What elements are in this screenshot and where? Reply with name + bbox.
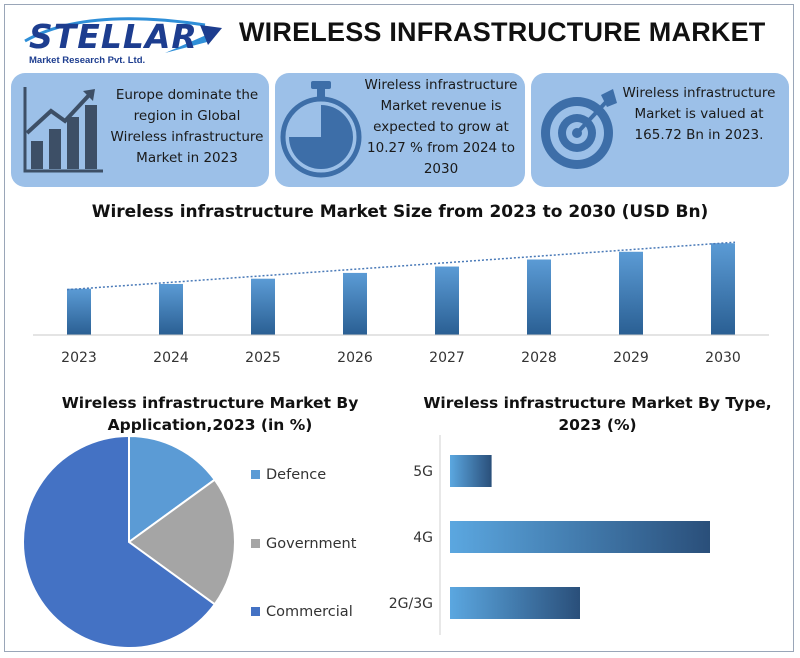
bar-tick-label-2030: 2030 bbox=[705, 350, 741, 366]
infographic-frame: STELLAR Market Research Pvt. Ltd. WIRELE… bbox=[4, 4, 794, 652]
bar-2028 bbox=[527, 259, 551, 335]
hbar-label-2G-3G: 2G/3G bbox=[389, 596, 433, 612]
bar-2029 bbox=[619, 251, 643, 335]
bar-2026 bbox=[343, 272, 367, 335]
hbar-2G-3G bbox=[450, 587, 580, 619]
pie-chart-title: Wireless infrastructure Market By Applic… bbox=[61, 394, 359, 434]
card-region-text: Europe dominate the region in Global Wir… bbox=[110, 87, 264, 166]
bar-2030 bbox=[711, 243, 735, 335]
bar-2025 bbox=[251, 278, 275, 335]
stellar-logo: STELLAR Market Research Pvt. Ltd. bbox=[15, 11, 230, 69]
hbar-label-5G: 5G bbox=[413, 464, 433, 480]
legend-label-government: Government bbox=[266, 536, 357, 552]
hbar-4G bbox=[450, 521, 710, 553]
bar-tick-label-2023: 2023 bbox=[61, 350, 97, 366]
bar-tick-label-2028: 2028 bbox=[521, 350, 557, 366]
pie-slice-defence bbox=[128, 434, 217, 544]
bar-tick-label-2027: 2027 bbox=[429, 350, 465, 366]
bar-2024 bbox=[159, 283, 183, 335]
info-card-value: Wireless infrastructure Market is valued… bbox=[531, 73, 789, 187]
application-pie-chart bbox=[22, 434, 236, 649]
legend-item-commercial: Commercial bbox=[251, 604, 353, 620]
bar-growth-icon bbox=[23, 87, 103, 173]
card-value-text: Wireless infrastructure Market is valued… bbox=[622, 85, 776, 143]
bar-2023 bbox=[67, 288, 91, 335]
legend-item-defence: Defence bbox=[251, 467, 326, 483]
info-card-region: Europe dominate the region in Global Wir… bbox=[11, 73, 269, 187]
hbar-label-4G: 4G bbox=[413, 530, 433, 546]
card-growth-text: Wireless infrastructure Market revenue i… bbox=[364, 77, 518, 177]
market-size-bar-chart: 2023 2024 2025 2026 2027 2028 2029 2030 bbox=[33, 241, 769, 366]
logo-swoosh-icon bbox=[24, 17, 222, 53]
legend-label-defence: Defence bbox=[266, 467, 327, 483]
target-icon bbox=[541, 89, 617, 169]
bar-chart-title: Wireless infrastructure Market Size from… bbox=[91, 202, 709, 222]
type-horizontal-bar-chart: 5G 4G 2G/3G bbox=[389, 435, 710, 635]
bar-tick-label-2029: 2029 bbox=[613, 350, 649, 366]
pie-slice-commercial bbox=[22, 434, 217, 649]
legend-swatch-government bbox=[251, 538, 260, 548]
logo-subtitle: Market Research Pvt. Ltd. bbox=[29, 55, 146, 66]
legend-swatch-defence bbox=[251, 469, 260, 479]
stopwatch-icon bbox=[280, 81, 362, 178]
bar-2027 bbox=[435, 266, 459, 335]
page-title: WIRELESS INFRASTRUCTURE MARKET bbox=[239, 17, 766, 47]
pie-slice-government bbox=[127, 478, 236, 606]
bar-tick-label-2024: 2024 bbox=[153, 350, 189, 366]
legend-label-commercial: Commercial bbox=[266, 604, 353, 620]
hbar-chart-title: Wireless infrastructure Market By Type, … bbox=[423, 394, 772, 434]
logo-text: STELLAR bbox=[29, 17, 198, 56]
legend-item-government: Government bbox=[251, 536, 356, 552]
legend-swatch-commercial bbox=[251, 606, 260, 616]
bar-tick-label-2026: 2026 bbox=[337, 350, 373, 366]
hbar-5G bbox=[450, 455, 492, 487]
info-card-growth: Wireless infrastructure Market revenue i… bbox=[275, 73, 525, 187]
bar-tick-label-2025: 2025 bbox=[245, 350, 281, 366]
